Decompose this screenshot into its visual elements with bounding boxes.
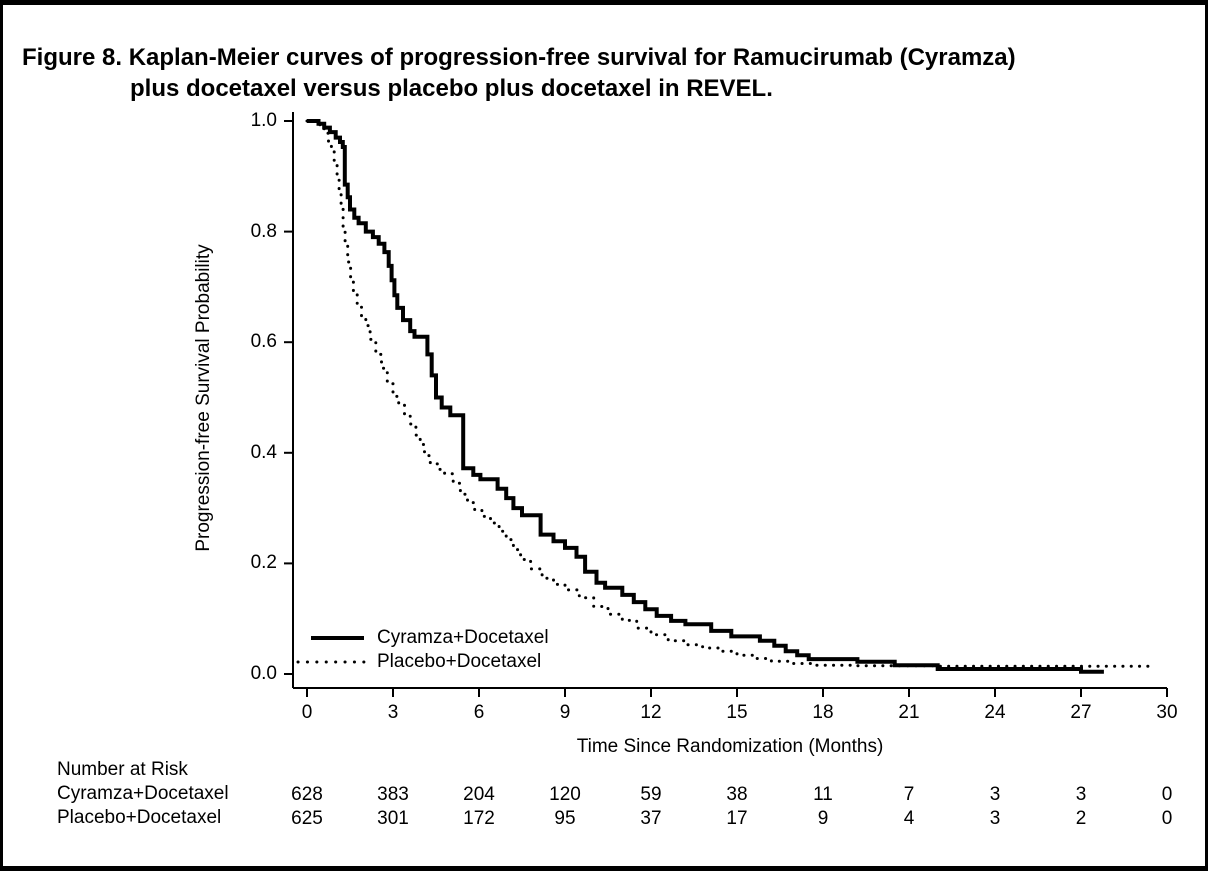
x-tick-label: 3 [387,702,399,723]
risk-value-placebo: 17 [726,808,748,829]
risk-value-placebo: 172 [463,808,495,829]
risk-value-cyramza: 3 [1075,784,1087,805]
x-tick-label: 30 [1156,702,1178,723]
risk-value-cyramza: 7 [903,784,915,805]
y-tick-label: 0.4 [250,441,277,463]
y-tick-label: 0.8 [250,220,277,242]
x-tick-label: 9 [559,702,571,723]
risk-row-label-cyramza: Cyramza+Docetaxel [57,783,229,804]
legend-label-placebo: Placebo+Docetaxel [377,651,542,672]
x-tick-label: 0 [301,702,313,723]
x-tick-label: 21 [898,702,920,723]
risk-value-placebo: 95 [554,808,576,829]
legend-label-cyramza: Cyramza+Docetaxel [377,627,549,648]
risk-value-placebo: 37 [640,808,662,829]
y-tick-label: 0.0 [250,663,277,684]
risk-row-label-placebo: Placebo+Docetaxel [57,807,222,828]
risk-value-cyramza: 11 [813,784,833,805]
y-axis-title: Progression-free Survival Probability [193,244,214,552]
x-tick-label: 27 [1070,702,1092,723]
x-tick-label: 24 [984,702,1006,723]
km-curve-placebo-docetaxel [305,119,1155,668]
risk-value-cyramza: 383 [377,784,409,805]
risk-value-cyramza: 204 [463,784,495,805]
risk-value-cyramza: 120 [549,784,581,805]
figure-title-line1: Figure 8. Kaplan-Meier curves of progres… [22,44,1016,71]
risk-value-cyramza: 628 [291,784,323,805]
figure-title: Figure 8. Kaplan-Meier curves of progres… [22,42,1016,104]
risk-table-header: Number at Risk [57,759,188,780]
x-tick-label: 15 [726,702,748,723]
y-tick-label: 1.0 [250,110,277,131]
x-tick-label: 12 [640,702,662,723]
risk-value-cyramza: 0 [1161,784,1173,805]
km-curve-cyramza-docetaxel [307,119,1104,674]
risk-value-placebo: 625 [291,808,323,829]
x-tick-label: 18 [812,702,834,723]
figure-title-line2: plus docetaxel versus placebo plus docet… [130,75,773,102]
y-tick-label: 0.6 [250,331,277,353]
risk-value-placebo: 3 [989,808,1001,829]
x-axis-title: Time Since Randomization (Months) [576,736,884,757]
risk-value-placebo: 2 [1075,808,1087,829]
risk-value-cyramza: 59 [640,784,662,805]
risk-value-placebo: 9 [817,808,829,829]
risk-value-placebo: 4 [903,808,915,829]
risk-value-placebo: 0 [1161,808,1173,829]
x-tick-label: 6 [473,702,485,723]
y-tick-label: 0.2 [250,552,277,574]
risk-value-cyramza: 3 [989,784,1001,805]
risk-value-placebo: 301 [377,808,409,829]
risk-value-cyramza: 38 [726,784,748,805]
